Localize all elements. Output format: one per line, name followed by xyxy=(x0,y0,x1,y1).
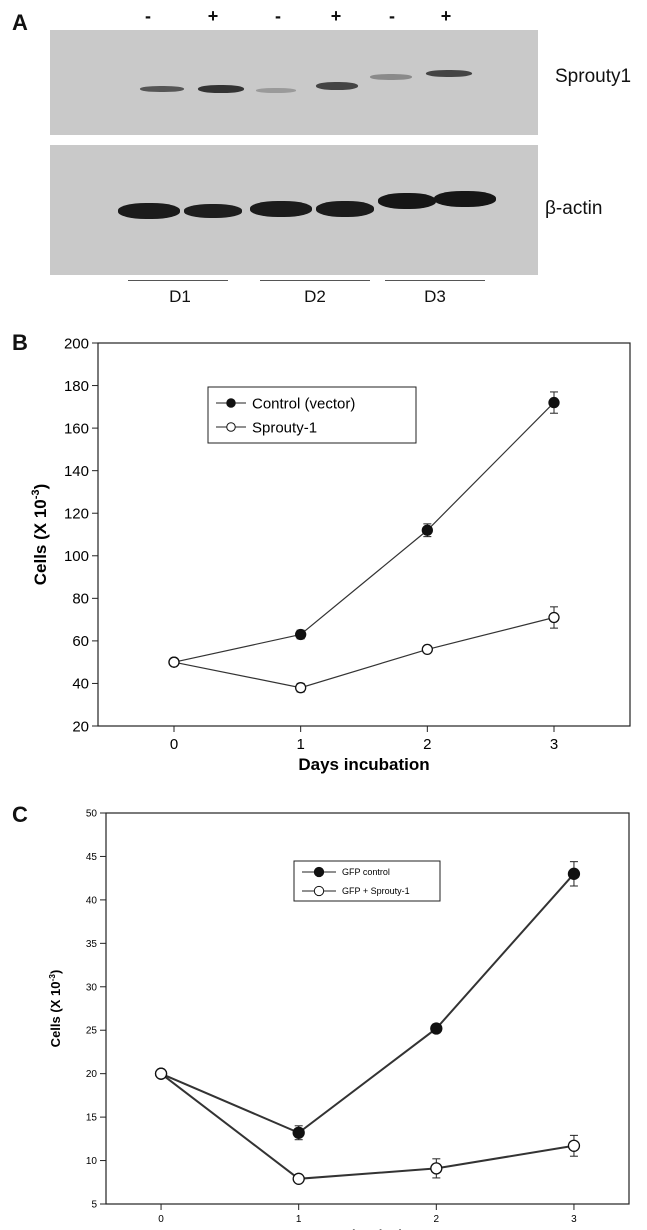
plot-frame xyxy=(97,342,631,727)
x-tick-label: 0 xyxy=(158,1214,164,1225)
plot-frame xyxy=(105,812,630,1205)
data-point xyxy=(430,1022,443,1035)
legend-marker xyxy=(226,398,236,408)
x-tick-label: 1 xyxy=(296,736,304,753)
legend-marker xyxy=(313,866,325,878)
sprouty1-band xyxy=(316,82,358,90)
x-tick-label: 3 xyxy=(550,736,558,753)
y-tick-label: 140 xyxy=(64,463,89,480)
y-tick-label: 50 xyxy=(86,809,98,820)
series-line xyxy=(160,873,575,1134)
series-line xyxy=(160,1072,575,1180)
actin-band xyxy=(118,203,180,219)
treatment-sign: + xyxy=(207,6,219,26)
treatment-sign: - xyxy=(389,6,395,26)
legend-marker xyxy=(226,422,236,432)
y-tick-label: 15 xyxy=(86,1113,98,1124)
day-label: D3 xyxy=(424,287,446,306)
legend-label: Control (vector) xyxy=(252,395,355,412)
actin-blot xyxy=(50,145,538,275)
series-line xyxy=(173,616,555,689)
day-label: D1 xyxy=(169,287,191,306)
sprouty1-blot xyxy=(50,30,538,135)
y-tick-label: 60 xyxy=(72,633,89,650)
sprouty1-band xyxy=(426,70,472,77)
actin-band xyxy=(434,191,496,207)
actin-band xyxy=(378,193,436,209)
legend-label: Sprouty-1 xyxy=(252,419,317,436)
panel-a-letter: A xyxy=(12,10,28,35)
x-axis-label: Days incubation xyxy=(317,1227,417,1230)
sprouty1-band xyxy=(198,85,244,93)
y-tick-label: 100 xyxy=(64,548,89,565)
data-point xyxy=(430,1162,443,1175)
data-point xyxy=(295,628,307,641)
y-tick-label: 180 xyxy=(64,378,89,395)
x-axis-label: Days incubation xyxy=(298,755,429,774)
sprouty1-band xyxy=(140,86,184,92)
data-point xyxy=(295,682,307,694)
data-point xyxy=(168,656,180,668)
treatment-sign: - xyxy=(145,6,151,26)
y-tick-label: 25 xyxy=(86,1026,98,1037)
y-tick-label: 30 xyxy=(86,982,98,993)
data-point xyxy=(567,1139,581,1152)
y-tick-label: 200 xyxy=(64,335,89,352)
y-axis-label: Cells (X 10-3) xyxy=(47,970,63,1048)
y-tick-label: 160 xyxy=(64,420,89,437)
data-point xyxy=(421,643,433,656)
y-tick-label: 5 xyxy=(91,1200,97,1211)
series-line xyxy=(173,402,555,663)
y-tick-label: 45 xyxy=(86,852,98,863)
legend-box xyxy=(207,386,417,444)
x-tick-label: 1 xyxy=(296,1214,302,1225)
treatment-sign: + xyxy=(440,6,452,26)
actin-band xyxy=(250,201,312,217)
x-tick-label: 0 xyxy=(170,736,178,753)
data-point xyxy=(548,611,560,624)
legend-label: GFP + Sprouty-1 xyxy=(342,886,410,896)
day-underline xyxy=(128,280,228,281)
chart-b: 20 40 60 80 100 120 140 160 180 200 0 1 2 3 Days incub… xyxy=(30,335,631,774)
treatment-sign: - xyxy=(275,6,281,26)
legend-label: GFP control xyxy=(342,867,390,877)
x-tick-label: 2 xyxy=(423,736,431,753)
data-point xyxy=(548,396,560,409)
y-tick-label: 10 xyxy=(86,1156,98,1167)
y-tick-label: 20 xyxy=(86,1069,98,1080)
x-tick-label: 3 xyxy=(571,1214,577,1225)
x-tick-label: 2 xyxy=(434,1214,440,1225)
sprouty1-band xyxy=(370,74,412,80)
day-label: D2 xyxy=(304,287,326,306)
day-underline xyxy=(260,280,370,281)
y-tick-label: 40 xyxy=(86,895,98,906)
chart-c: 5 10 15 20 25 30 35 40 45 50 0 1 2 3 Days incubation Ce… xyxy=(47,809,630,1230)
actin-band xyxy=(184,204,242,218)
legend-marker xyxy=(313,885,325,897)
data-point xyxy=(567,867,581,880)
actin-band xyxy=(316,201,374,217)
panel-c-letter: C xyxy=(12,802,28,827)
y-axis-label: Cells (X 10-3) xyxy=(30,484,50,586)
panel-b-letter: B xyxy=(12,330,28,355)
sprouty1-band xyxy=(256,88,296,93)
actin-label: β-actin xyxy=(545,198,603,219)
day-underline xyxy=(385,280,485,281)
data-point xyxy=(154,1067,168,1080)
data-point xyxy=(421,524,433,536)
y-tick-label: 20 xyxy=(72,718,89,735)
data-point xyxy=(292,1126,305,1139)
data-point xyxy=(292,1172,305,1185)
y-tick-label: 35 xyxy=(86,939,98,950)
y-tick-label: 40 xyxy=(72,676,89,693)
y-tick-label: 120 xyxy=(64,505,89,522)
treatment-sign: + xyxy=(330,6,342,26)
sprouty1-label: Sprouty1 xyxy=(555,66,632,87)
y-tick-label: 80 xyxy=(72,591,89,608)
